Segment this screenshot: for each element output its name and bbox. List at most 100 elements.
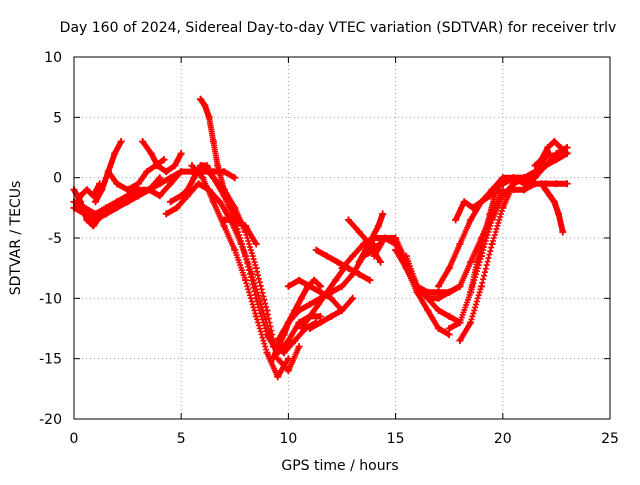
- data-point: [111, 150, 119, 157]
- data-point: [480, 234, 487, 242]
- x-tick-label: 15: [387, 431, 405, 447]
- data-point: [510, 174, 517, 182]
- data-point: [291, 337, 299, 345]
- data-point: [563, 144, 571, 151]
- x-tick-label: 0: [70, 431, 79, 447]
- data-point: [173, 204, 181, 212]
- data-point: [435, 306, 442, 314]
- data-point: [355, 258, 363, 266]
- data-point: [295, 276, 303, 284]
- data-point: [297, 294, 305, 302]
- y-tick-label: -20: [39, 412, 62, 428]
- data-point: [445, 288, 453, 296]
- data-point: [177, 192, 185, 200]
- data-point: [184, 192, 192, 200]
- data-point: [113, 204, 121, 212]
- data-point: [252, 264, 260, 272]
- data-point: [542, 162, 550, 170]
- data-point: [402, 252, 410, 260]
- data-point: [435, 282, 442, 290]
- series-arc-12: [188, 162, 292, 381]
- x-tick-label: 10: [279, 431, 297, 447]
- data-point: [306, 312, 314, 320]
- y-tick-label: 10: [44, 50, 62, 66]
- data-point: [379, 210, 387, 218]
- data-point: [83, 216, 91, 224]
- data-point: [392, 240, 400, 248]
- data-point: [160, 156, 168, 164]
- data-point: [452, 216, 460, 224]
- data-point: [252, 312, 260, 320]
- data-point: [91, 210, 99, 218]
- data-point: [248, 270, 256, 278]
- data-point: [546, 150, 554, 157]
- data-point: [349, 252, 357, 260]
- data-point: [368, 234, 376, 242]
- data-point: [510, 180, 517, 188]
- data-point: [205, 113, 213, 121]
- x-tick-label: 20: [494, 431, 512, 447]
- data-point: [377, 258, 385, 266]
- data-point: [314, 300, 322, 308]
- data-point: [424, 288, 432, 296]
- data-point: [557, 144, 565, 151]
- x-tick-label: 5: [177, 431, 186, 447]
- data-point: [91, 198, 99, 206]
- data-point: [98, 186, 106, 194]
- data-point: [520, 186, 528, 194]
- data-point: [499, 204, 507, 212]
- data-point: [344, 264, 352, 272]
- data-point: [143, 168, 151, 176]
- data-point: [317, 288, 325, 296]
- data-point: [355, 228, 363, 236]
- data-point: [317, 312, 325, 320]
- data-point: [139, 138, 147, 145]
- data-point: [533, 168, 541, 176]
- x-axis-label: GPS time / hours: [281, 458, 398, 474]
- data-point: [117, 138, 125, 145]
- y-tick-label: -5: [48, 231, 62, 247]
- data-point: [124, 198, 132, 206]
- data-point: [113, 198, 121, 206]
- data-point: [392, 246, 400, 254]
- data-point: [145, 186, 153, 194]
- data-point: [563, 150, 571, 157]
- data-point: [242, 276, 249, 284]
- series-arc-04: [72, 180, 104, 212]
- data-point: [199, 174, 207, 182]
- data-point: [280, 349, 288, 357]
- data-point: [154, 162, 162, 170]
- data-point: [456, 319, 464, 326]
- data-point: [89, 222, 97, 230]
- data-point: [231, 174, 239, 182]
- y-axis-label: SDTVAR / TECUs: [8, 181, 24, 296]
- data-point: [473, 258, 481, 266]
- data-point: [231, 246, 239, 254]
- data-point: [274, 373, 282, 381]
- y-tick-label: -10: [39, 291, 62, 307]
- data-point: [456, 240, 464, 248]
- data-point: [499, 180, 507, 188]
- data-point: [520, 174, 528, 182]
- series-arc-07: [139, 138, 185, 176]
- data-point: [366, 276, 374, 284]
- data-point: [552, 150, 560, 157]
- data-point: [209, 198, 217, 206]
- data-point: [555, 210, 562, 218]
- data-point: [467, 258, 475, 266]
- data-point: [177, 150, 185, 157]
- data-point: [297, 325, 305, 332]
- data-point: [435, 294, 442, 302]
- data-point: [460, 198, 468, 206]
- data-point: [312, 246, 320, 254]
- data-point: [89, 192, 97, 200]
- data-point: [147, 150, 155, 157]
- data-point: [527, 180, 535, 188]
- data-point: [306, 300, 314, 308]
- data-point: [488, 186, 496, 194]
- data-point: [499, 174, 507, 182]
- data-point: [199, 162, 207, 170]
- data-point: [177, 168, 185, 176]
- data-point: [355, 270, 363, 278]
- data-point: [113, 180, 121, 188]
